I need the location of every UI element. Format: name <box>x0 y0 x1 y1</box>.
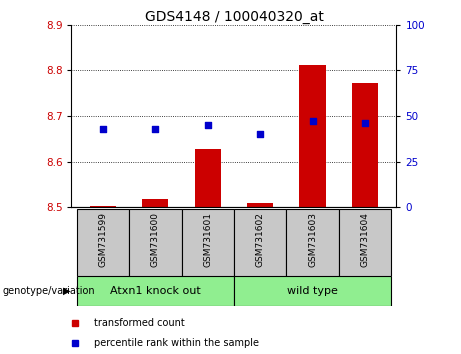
Bar <box>195 149 221 207</box>
Text: wild type: wild type <box>287 286 338 296</box>
FancyBboxPatch shape <box>77 276 234 306</box>
Text: Atxn1 knock out: Atxn1 knock out <box>110 286 201 296</box>
Bar <box>90 206 116 207</box>
Text: percentile rank within the sample: percentile rank within the sample <box>94 338 259 348</box>
Text: GSM731599: GSM731599 <box>98 212 107 267</box>
Text: GSM731601: GSM731601 <box>203 212 212 267</box>
Bar <box>142 199 168 207</box>
FancyBboxPatch shape <box>286 209 339 276</box>
FancyBboxPatch shape <box>339 209 391 276</box>
FancyBboxPatch shape <box>129 209 182 276</box>
Text: GSM731604: GSM731604 <box>361 212 370 267</box>
Point <box>256 131 264 137</box>
Point <box>309 119 316 124</box>
Text: GSM731600: GSM731600 <box>151 212 160 267</box>
FancyBboxPatch shape <box>234 276 391 306</box>
Text: genotype/variation: genotype/variation <box>2 286 95 296</box>
Text: GSM731602: GSM731602 <box>256 212 265 267</box>
FancyBboxPatch shape <box>77 209 129 276</box>
Point <box>152 126 159 132</box>
Text: GSM731603: GSM731603 <box>308 212 317 267</box>
Title: GDS4148 / 100040320_at: GDS4148 / 100040320_at <box>144 10 324 24</box>
Text: transformed count: transformed count <box>94 318 185 328</box>
Point <box>361 120 369 126</box>
Point <box>204 122 212 128</box>
Bar <box>247 204 273 207</box>
Bar <box>300 65 325 207</box>
Text: ▶: ▶ <box>63 286 71 296</box>
FancyBboxPatch shape <box>234 209 286 276</box>
Bar <box>352 83 378 207</box>
Point <box>99 126 106 132</box>
FancyBboxPatch shape <box>182 209 234 276</box>
